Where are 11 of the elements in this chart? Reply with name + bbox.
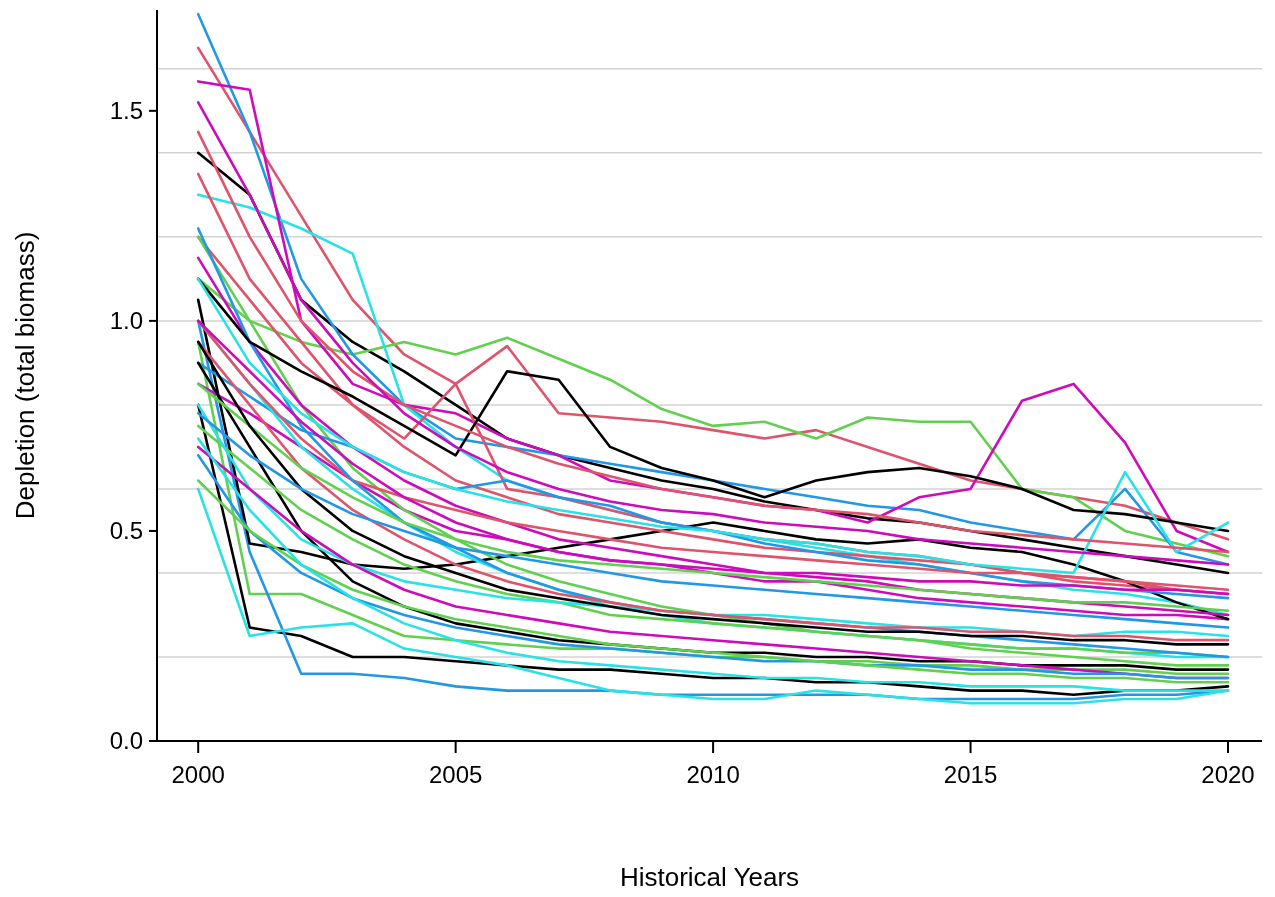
y-axis-title: Depletion (total biomass)	[10, 231, 40, 520]
x-tick-label: 2005	[428, 761, 483, 788]
x-axis-title: Historical Years	[619, 862, 800, 892]
x-tick-label: 2010	[686, 761, 740, 788]
x-tick-label: 2015	[943, 761, 998, 788]
y-tick-label: 1.0	[109, 307, 143, 335]
y-tick-label: 0.0	[109, 727, 143, 755]
y-tick-label: 1.5	[109, 97, 143, 125]
x-tick-label: 2000	[171, 761, 225, 788]
y-tick-label: 0.5	[109, 517, 143, 545]
x-tick-label: 2020	[1201, 761, 1255, 788]
